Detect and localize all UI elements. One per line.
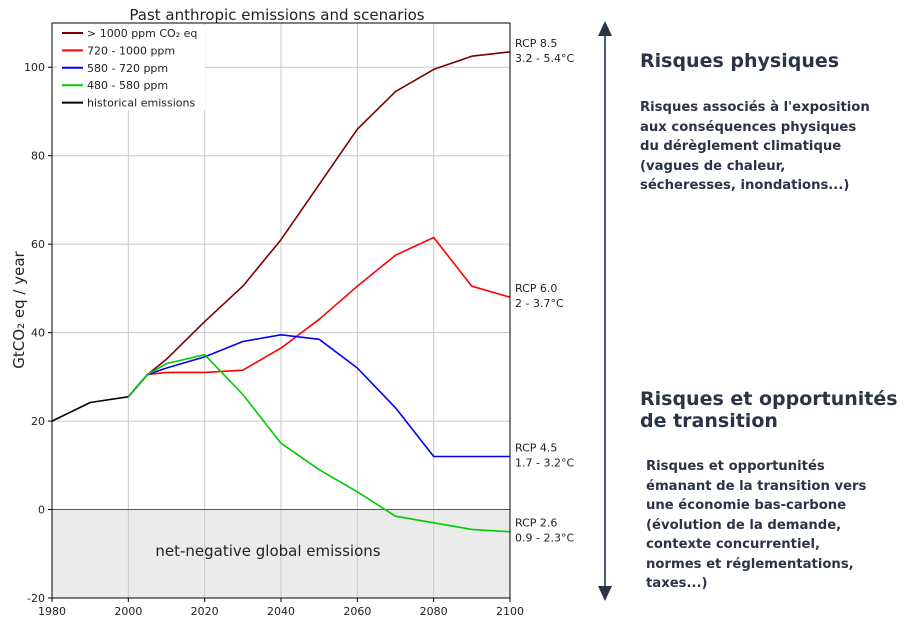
x-tick-label: 2020 bbox=[191, 605, 219, 618]
legend-label: > 1000 ppm CO₂ eq bbox=[87, 27, 197, 40]
x-axis: 1980 2000 2020 2040 2060 2080 2100 bbox=[38, 598, 524, 618]
transition-risks-line: normes et réglementations, bbox=[646, 556, 854, 572]
scenario-name-label: RCP 8.5 bbox=[515, 37, 557, 50]
transition-risks-heading: Risques et opportunités de transition bbox=[640, 388, 898, 432]
legend-label: historical emissions bbox=[87, 97, 195, 110]
y-tick-label: 60 bbox=[31, 238, 45, 251]
physical-risks-body: Risques associés à l'exposition aux cons… bbox=[640, 98, 870, 196]
physical-risks-line: Risques associés à l'exposition bbox=[640, 100, 870, 115]
physical-risks-line: du dérèglement climatique bbox=[640, 139, 842, 154]
arrow-down-icon bbox=[598, 586, 612, 601]
series-line bbox=[127, 51, 511, 398]
scenario-name-label: RCP 4.5 bbox=[515, 441, 557, 454]
x-tick-label: 2060 bbox=[343, 605, 371, 618]
series-line bbox=[127, 333, 510, 458]
transition-risks-line: Risques et opportunités bbox=[646, 459, 825, 474]
y-tick-label: 100 bbox=[24, 61, 45, 74]
transition-risks-line: émanant de la transition vers bbox=[646, 478, 867, 494]
series-line bbox=[127, 236, 511, 398]
legend: > 1000 ppm CO₂ eq 720 - 1000 ppm 580 - 720… bbox=[57, 25, 205, 110]
series-line bbox=[127, 353, 511, 533]
transition-risks-line: contexte concurrentiel, bbox=[646, 537, 820, 552]
x-tick-label: 2100 bbox=[496, 605, 524, 618]
net-negative-label: net-negative global emissions bbox=[155, 542, 380, 560]
physical-risks-line: sécheresses, inondations...) bbox=[640, 178, 850, 193]
x-tick-label: 2000 bbox=[114, 605, 142, 618]
legend-label: 720 - 1000 ppm bbox=[87, 44, 175, 57]
scenario-warming-label: 3.2 - 5.4°C bbox=[515, 52, 574, 65]
series-line bbox=[51, 396, 129, 422]
scenario-name-label: RCP 6.0 bbox=[515, 282, 557, 295]
scenario-name-label: RCP 2.6 bbox=[515, 517, 557, 530]
transition-heading-line: de transition bbox=[640, 410, 778, 432]
vertical-double-arrow bbox=[598, 21, 612, 601]
y-tick-label: 40 bbox=[31, 327, 45, 340]
scenario-labels: RCP 8.5 3.2 - 5.4°C RCP 6.0 2 - 3.7°C RCP 4.… bbox=[515, 37, 574, 545]
physical-risks-block: Risques physiques Risques associés à l'e… bbox=[640, 50, 870, 196]
physical-risks-line: aux conséquences physiques bbox=[640, 119, 857, 135]
legend-label: 480 - 580 ppm bbox=[87, 79, 168, 92]
transition-risks-line: une économie bas-carbone bbox=[646, 498, 847, 513]
series-lines bbox=[51, 51, 511, 533]
x-tick-label: 2080 bbox=[420, 605, 448, 618]
scenario-warming-label: 1.7 - 3.2°C bbox=[515, 456, 574, 469]
y-tick-label: 20 bbox=[31, 415, 45, 428]
legend-label: 580 - 720 ppm bbox=[87, 62, 168, 75]
scenario-warming-label: 2 - 3.7°C bbox=[515, 297, 564, 310]
y-tick-label: 80 bbox=[31, 150, 45, 163]
transition-risks-line: taxes...) bbox=[646, 576, 708, 591]
physical-risks-line: (vagues de chaleur, bbox=[640, 158, 786, 174]
transition-heading-line: Risques et opportunités bbox=[640, 388, 898, 410]
x-tick-label: 1980 bbox=[38, 605, 66, 618]
transition-risks-body: Risques et opportunités émanant de la tr… bbox=[646, 457, 898, 594]
grid bbox=[52, 23, 510, 598]
chart-title: Past anthropic emissions and scenarios bbox=[129, 6, 424, 24]
y-tick-label: -20 bbox=[27, 592, 45, 605]
y-axis: -20 0 20 40 60 80 100 bbox=[24, 61, 52, 605]
physical-risks-heading: Risques physiques bbox=[640, 50, 840, 72]
y-axis-label: GtCO₂ eq / year bbox=[10, 250, 28, 368]
y-tick-label: 0 bbox=[38, 504, 45, 517]
transition-risks-line: (évolution de la demande, bbox=[646, 517, 842, 533]
scenario-warming-label: 0.9 - 2.3°C bbox=[515, 532, 574, 545]
arrow-up-icon bbox=[598, 21, 612, 36]
transition-risks-block: Risques et opportunités de transition Ri… bbox=[640, 388, 898, 594]
x-tick-label: 2040 bbox=[267, 605, 295, 618]
